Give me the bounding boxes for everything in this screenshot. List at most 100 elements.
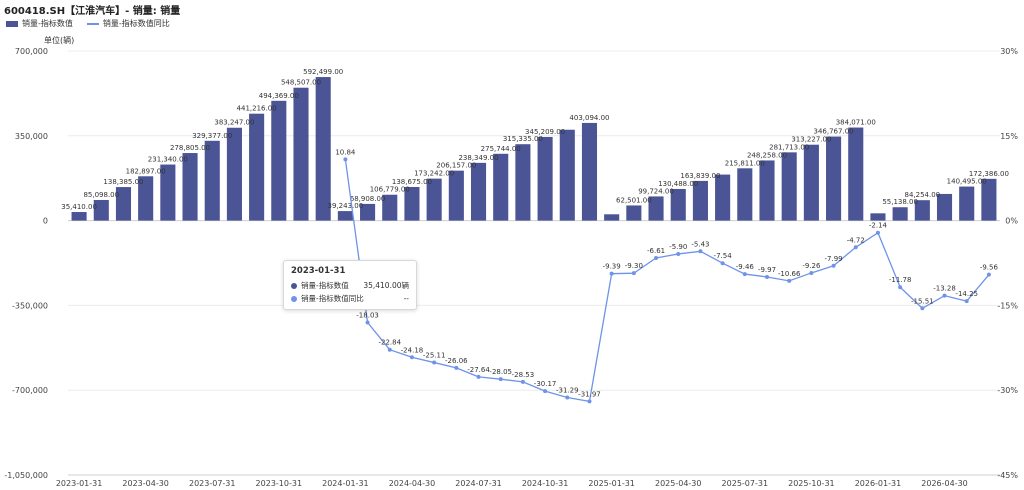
legend-item-line[interactable]: 销量-指标数值同比 [86,18,170,29]
bar [382,194,398,221]
line-point [964,299,969,304]
line-point [409,355,414,360]
line-point [387,347,392,352]
y-left-tick-label: -1,050,000 [4,471,48,480]
bar [493,153,509,221]
bar-data-label: 248,258.00 [747,151,787,159]
y-right-tick-label: 15% [1000,132,1018,141]
line-point [587,399,592,404]
line-data-label: -15.51 [911,297,934,305]
y-left-tick-label: 700,000 [15,47,48,56]
bar-data-label: 383,247.00 [214,119,254,127]
bar [115,187,132,221]
bar [715,174,731,221]
x-tick-label: 2025-04-30 [655,479,702,488]
x-tick-label: 2025-01-31 [588,479,635,488]
line-data-labels: 10.84 -18.03 -22.84-24.18-25.11-26.06-27.6… [335,148,998,398]
bar [803,144,819,221]
tooltip-row-line: 销量-指标数值同比 -- [291,293,409,304]
line-point [543,389,548,394]
x-tick-label: 2026-01-31 [855,479,902,488]
bar [626,205,642,221]
bar [759,160,775,221]
bar-data-label: 313,227.00 [791,136,831,144]
y-left-tick-label: 0 [43,217,48,226]
bar [914,200,930,221]
line-point [920,306,925,311]
bar [160,164,176,221]
line-point [432,360,437,365]
tooltip-title: 2023-01-31 [291,266,346,276]
bar-data-label: 138,385.00 [103,178,143,186]
x-tick-label: 2024-01-31 [322,479,369,488]
bar-data-label: 231,340.00 [148,156,188,164]
bar [426,178,442,221]
y-right-tick-label: 30% [1000,47,1018,56]
yoy-line [344,159,990,403]
legend-bar-swatch [6,20,18,27]
bar [848,127,864,221]
line-data-label: -27.64 [467,366,490,374]
bar-data-label: 140,495.00 [947,178,987,186]
bar [470,162,487,221]
bar [293,87,309,221]
y-axis-unit-label: 单位(辆) [44,36,75,45]
bar-data-label: 329,377.00 [192,132,232,140]
x-tick-label: 2024-07-31 [455,479,502,488]
line-data-label: -31.97 [578,390,601,398]
bar [537,136,553,221]
bar [692,180,708,221]
line-point [365,320,370,325]
bar-series [71,77,997,221]
line-point [742,272,747,277]
line-point [654,255,659,260]
line-point [898,285,903,290]
line-point [942,293,947,298]
line-point [609,271,614,276]
line-data-label: -5.90 [669,243,687,251]
line-point [476,374,481,379]
line-point [343,157,348,162]
bar [670,188,686,221]
line-point [720,261,725,266]
bar-data-label: 345,209.00 [525,128,565,136]
line-data-label: -14.25 [955,290,978,298]
bar [448,170,464,221]
y-left-tick-label: -700,000 [12,386,48,395]
line-series [343,157,991,404]
bar-data-label: 68,908.00 [350,195,386,203]
tooltip-bar-dot [291,282,297,289]
y-right-tick-label: 0% [1005,217,1018,226]
line-data-label: -6.61 [647,247,665,255]
bar [360,203,376,221]
bar [959,186,975,221]
y-right-tick-label: -30% [997,386,1018,395]
bar-data-label: 384,071.00 [836,119,876,127]
bar [936,193,953,221]
bar [515,144,531,221]
bar [581,122,598,221]
bar-data-label: 39,243.00 [328,202,364,210]
legend: 销量-指标数值 销量-指标数值同比 [6,18,170,29]
line-data-label: -4.72 [847,236,865,244]
bar [71,212,87,221]
bar [404,187,420,221]
line-data-label: -28.53 [512,371,535,379]
x-tick-label: 2023-04-30 [122,479,169,488]
legend-item-bar[interactable]: 销量-指标数值 [6,18,73,29]
bar [781,152,797,221]
bar-data-labels: 35,410.00 85,098.00 138,385.00 182,897.00 23… [61,68,1009,211]
bar-data-label: 494,369.00 [259,92,299,100]
line-point [986,272,991,277]
bar-data-label: 99,724.00 [638,187,674,195]
line-data-label: -9.30 [625,262,643,270]
bar [204,140,220,221]
line-data-label: -10.66 [778,270,801,278]
x-tick-label: 2024-04-30 [389,479,436,488]
bar-data-label: 346,767.00 [814,128,854,136]
line-data-label: -7.99 [825,255,843,263]
bar-data-label: 403,094.00 [569,114,609,122]
bar [981,178,997,221]
legend-bar-label: 销量-指标数值 [22,19,73,28]
